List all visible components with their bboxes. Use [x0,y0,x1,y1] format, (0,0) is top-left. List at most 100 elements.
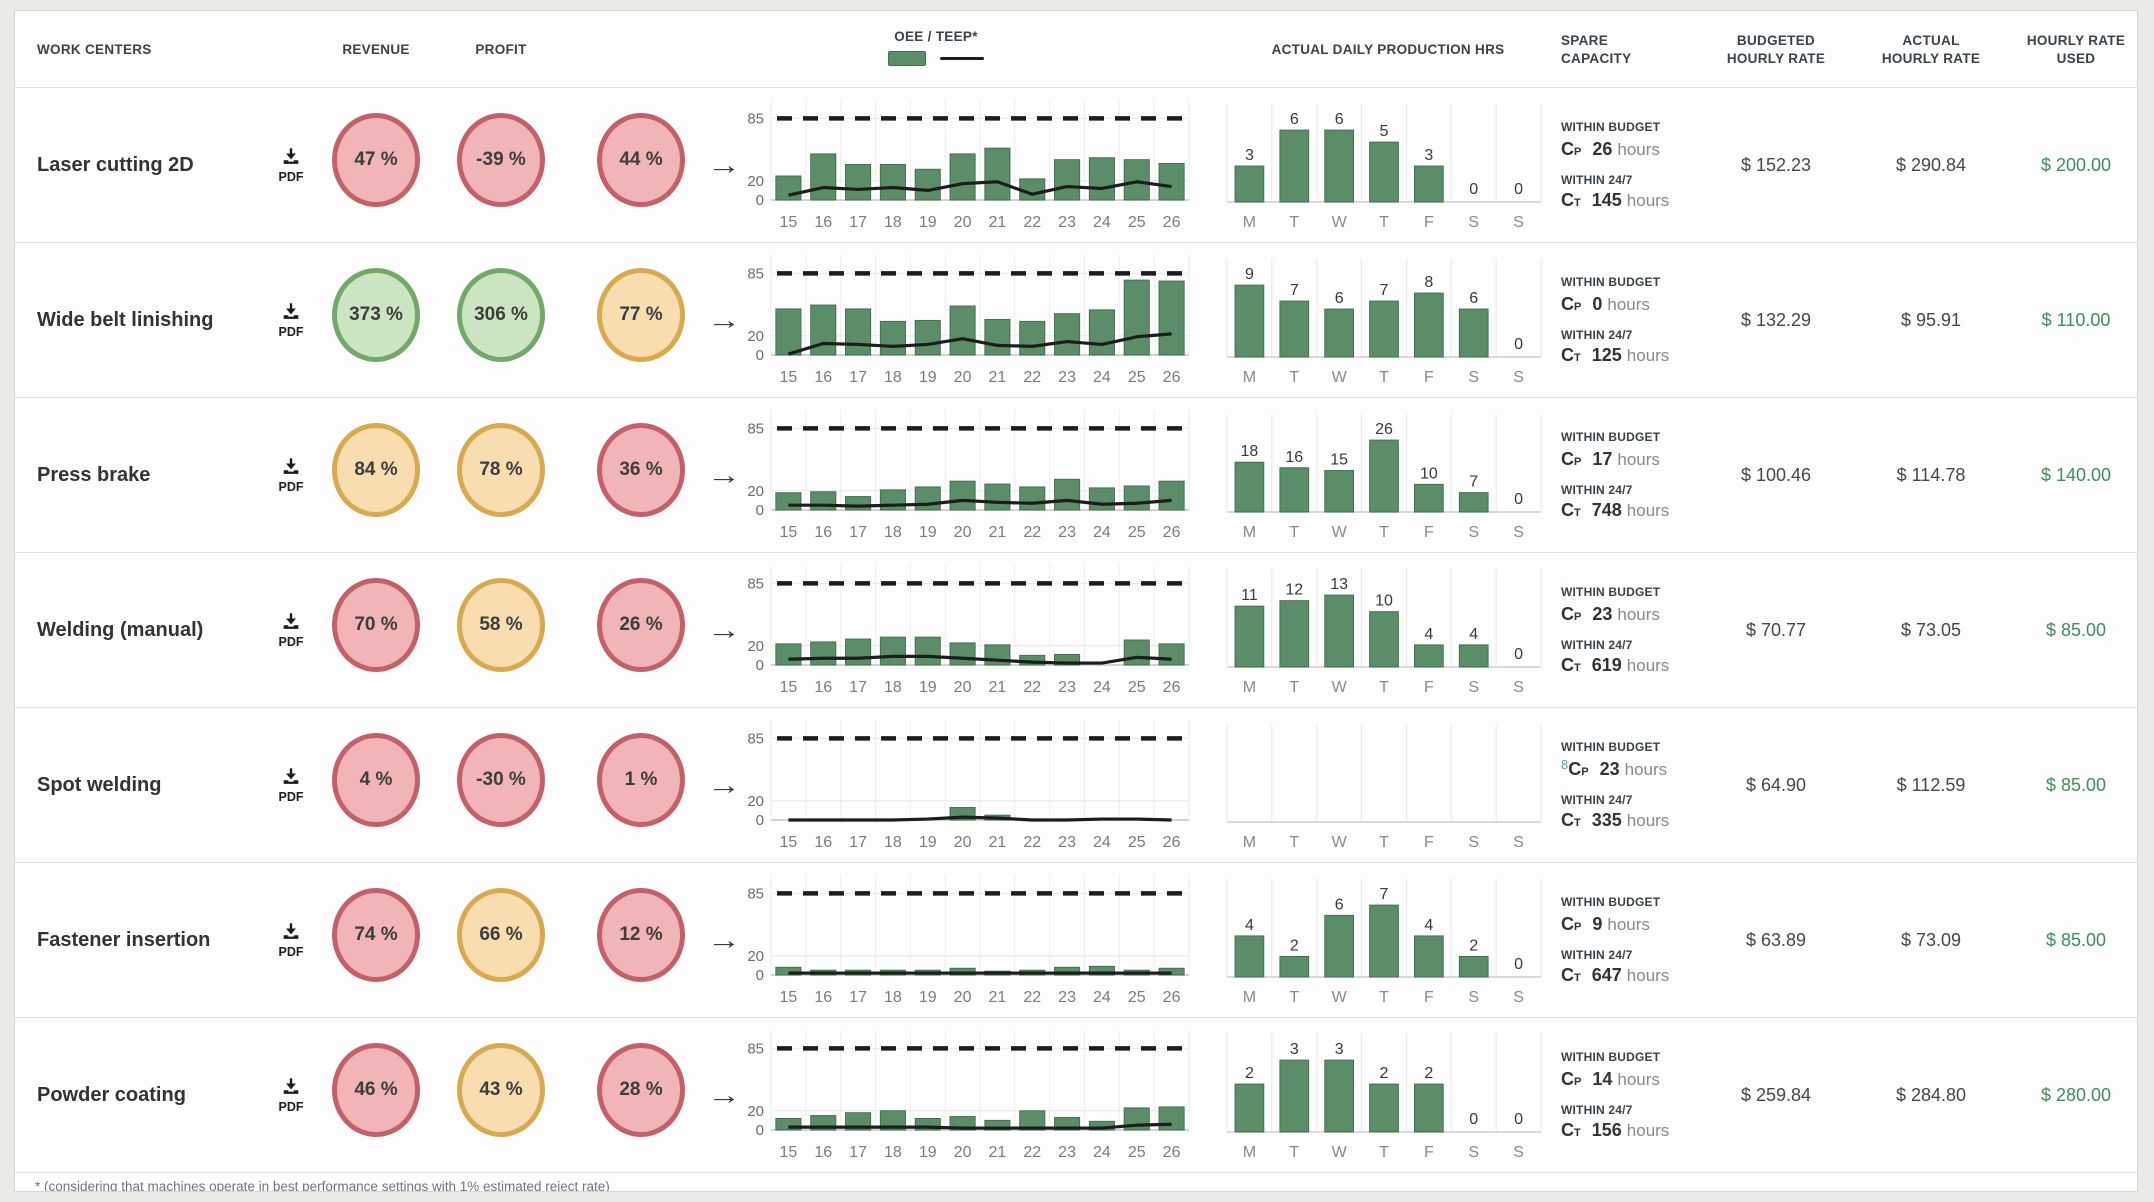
svg-text:23: 23 [1058,989,1076,1006]
budgeted-hourly-rate: $ 152.23 [1740,154,1812,175]
cp-hours: 8CP 23 hours [1561,756,1668,779]
svg-text:17: 17 [849,679,867,696]
ct-hours: CT 748 hours [1561,499,1670,520]
hourly-rate-used: $ 140.00 [2040,464,2112,485]
download-icon [283,148,299,164]
svg-text:85: 85 [747,110,764,127]
svg-text:26: 26 [1375,421,1393,438]
svg-text:0: 0 [1514,181,1523,198]
svg-text:S: S [1468,524,1479,541]
svg-text:19: 19 [919,1144,937,1161]
arrow-right-icon: → [707,149,741,180]
svg-text:S: S [1513,989,1524,1006]
actual-hourly-rate: $ 114.78 [1896,464,1966,485]
svg-text:W: W [1332,369,1348,386]
svg-text:0: 0 [1469,181,1478,198]
svg-text:M: M [1243,369,1256,386]
revenue-kpi-circle: 4 % [332,733,420,827]
within-budget-label: WITHIN BUDGET [1561,429,1661,444]
work-center-row: Wide belt linishing PDF 373 % 306 % 77 %… [15,243,2137,398]
work-center-row: Welding (manual) PDF 70 % 58 % 26 % → 85… [15,553,2137,708]
cp-hours: CP 17 hours [1561,448,1660,469]
pdf-download-button[interactable]: PDF [263,88,319,242]
daily-production-chart: 3 6 6 5 3 0 0 M T W T F S S [1226,104,1542,231]
svg-text:S: S [1513,1144,1524,1161]
svg-text:26: 26 [1163,679,1181,696]
svg-text:6: 6 [1335,290,1344,307]
ct-hours: CT 647 hours [1561,964,1670,985]
svg-text:26: 26 [1163,369,1181,386]
svg-text:21: 21 [989,679,1007,696]
actual-hourly-rate: $ 112.59 [1896,774,1966,795]
col-header-actual-rate: ACTUAL HOURLY RATE [1881,33,1981,67]
download-icon [283,1078,299,1094]
svg-text:F: F [1424,679,1434,696]
svg-text:10: 10 [1420,465,1438,482]
svg-text:T: T [1289,524,1299,541]
svg-text:0: 0 [1514,956,1523,973]
oee-teep-chart: 85 20 0 15 16 17 18 19 20 21 22 23 24 25 26 [747,565,1190,696]
hourly-rate-used: $ 85.00 [2045,929,2107,950]
svg-text:S: S [1513,524,1524,541]
ct-hours: CT 335 hours [1561,809,1670,830]
arrow-right-icon: → [707,459,741,490]
svg-text:85: 85 [747,885,764,902]
svg-text:4: 4 [1424,917,1433,934]
svg-text:M: M [1243,214,1256,231]
svg-text:2: 2 [1245,1065,1254,1082]
pdf-label: PDF [278,325,304,339]
oee-kpi-circle: 1 % [597,733,685,827]
within-budget-label: WITHIN BUDGET [1561,584,1661,599]
svg-text:12: 12 [1285,582,1303,599]
svg-text:19: 19 [919,369,937,386]
svg-text:W: W [1332,524,1348,541]
svg-text:24: 24 [1093,989,1111,1006]
pdf-download-button[interactable]: PDF [263,708,319,862]
actual-hourly-rate: $ 95.91 [1900,309,1962,330]
svg-text:4: 4 [1469,626,1478,643]
pdf-label: PDF [278,480,304,494]
spare-capacity: WITHIN BUDGET CP 17 hours WITHIN 24/7 CT 74… [1561,398,1746,552]
svg-text:21: 21 [989,524,1007,541]
pdf-download-button[interactable]: PDF [263,863,319,1017]
svg-text:16: 16 [814,1144,832,1161]
pdf-download-button[interactable]: PDF [263,243,319,397]
pdf-label: PDF [278,170,304,184]
svg-text:20: 20 [747,638,764,655]
svg-text:20: 20 [747,328,764,345]
pdf-download-button[interactable]: PDF [263,553,319,707]
download-icon [283,303,299,319]
oee-teep-chart: 85 20 0 15 16 17 18 19 20 21 22 23 24 25 26 [747,100,1190,231]
pdf-download-button[interactable]: PDF [263,398,319,552]
within-247-label: WITHIN 24/7 [1561,172,1633,187]
svg-text:F: F [1424,214,1434,231]
within-budget-label: WITHIN BUDGET [1561,274,1661,289]
svg-text:T: T [1379,989,1389,1006]
svg-text:20: 20 [954,834,972,851]
svg-text:7: 7 [1290,282,1299,299]
pdf-download-button[interactable]: PDF [263,1018,319,1172]
pdf-label: PDF [278,790,304,804]
oee-kpi-circle: 44 % [597,113,685,207]
oee-teep-chart: 85 20 0 15 16 17 18 19 20 21 22 23 24 25 26 [747,875,1190,1006]
svg-text:21: 21 [989,369,1007,386]
svg-text:17: 17 [849,1144,867,1161]
svg-text:16: 16 [814,524,832,541]
svg-text:S: S [1468,679,1479,696]
hourly-rate-used: $ 110.00 [2041,309,2111,330]
svg-text:20: 20 [747,1103,764,1120]
svg-text:0: 0 [1514,1111,1523,1128]
svg-text:19: 19 [919,834,937,851]
svg-text:11: 11 [1241,587,1258,604]
svg-text:20: 20 [954,989,972,1006]
svg-text:15: 15 [780,1144,798,1161]
svg-text:W: W [1332,679,1348,696]
profit-kpi-circle: 43 % [457,1043,545,1137]
svg-text:15: 15 [780,989,798,1006]
svg-text:16: 16 [1285,449,1303,466]
svg-text:F: F [1424,989,1434,1006]
svg-text:24: 24 [1093,679,1111,696]
svg-text:S: S [1468,369,1479,386]
svg-text:17: 17 [849,834,867,851]
